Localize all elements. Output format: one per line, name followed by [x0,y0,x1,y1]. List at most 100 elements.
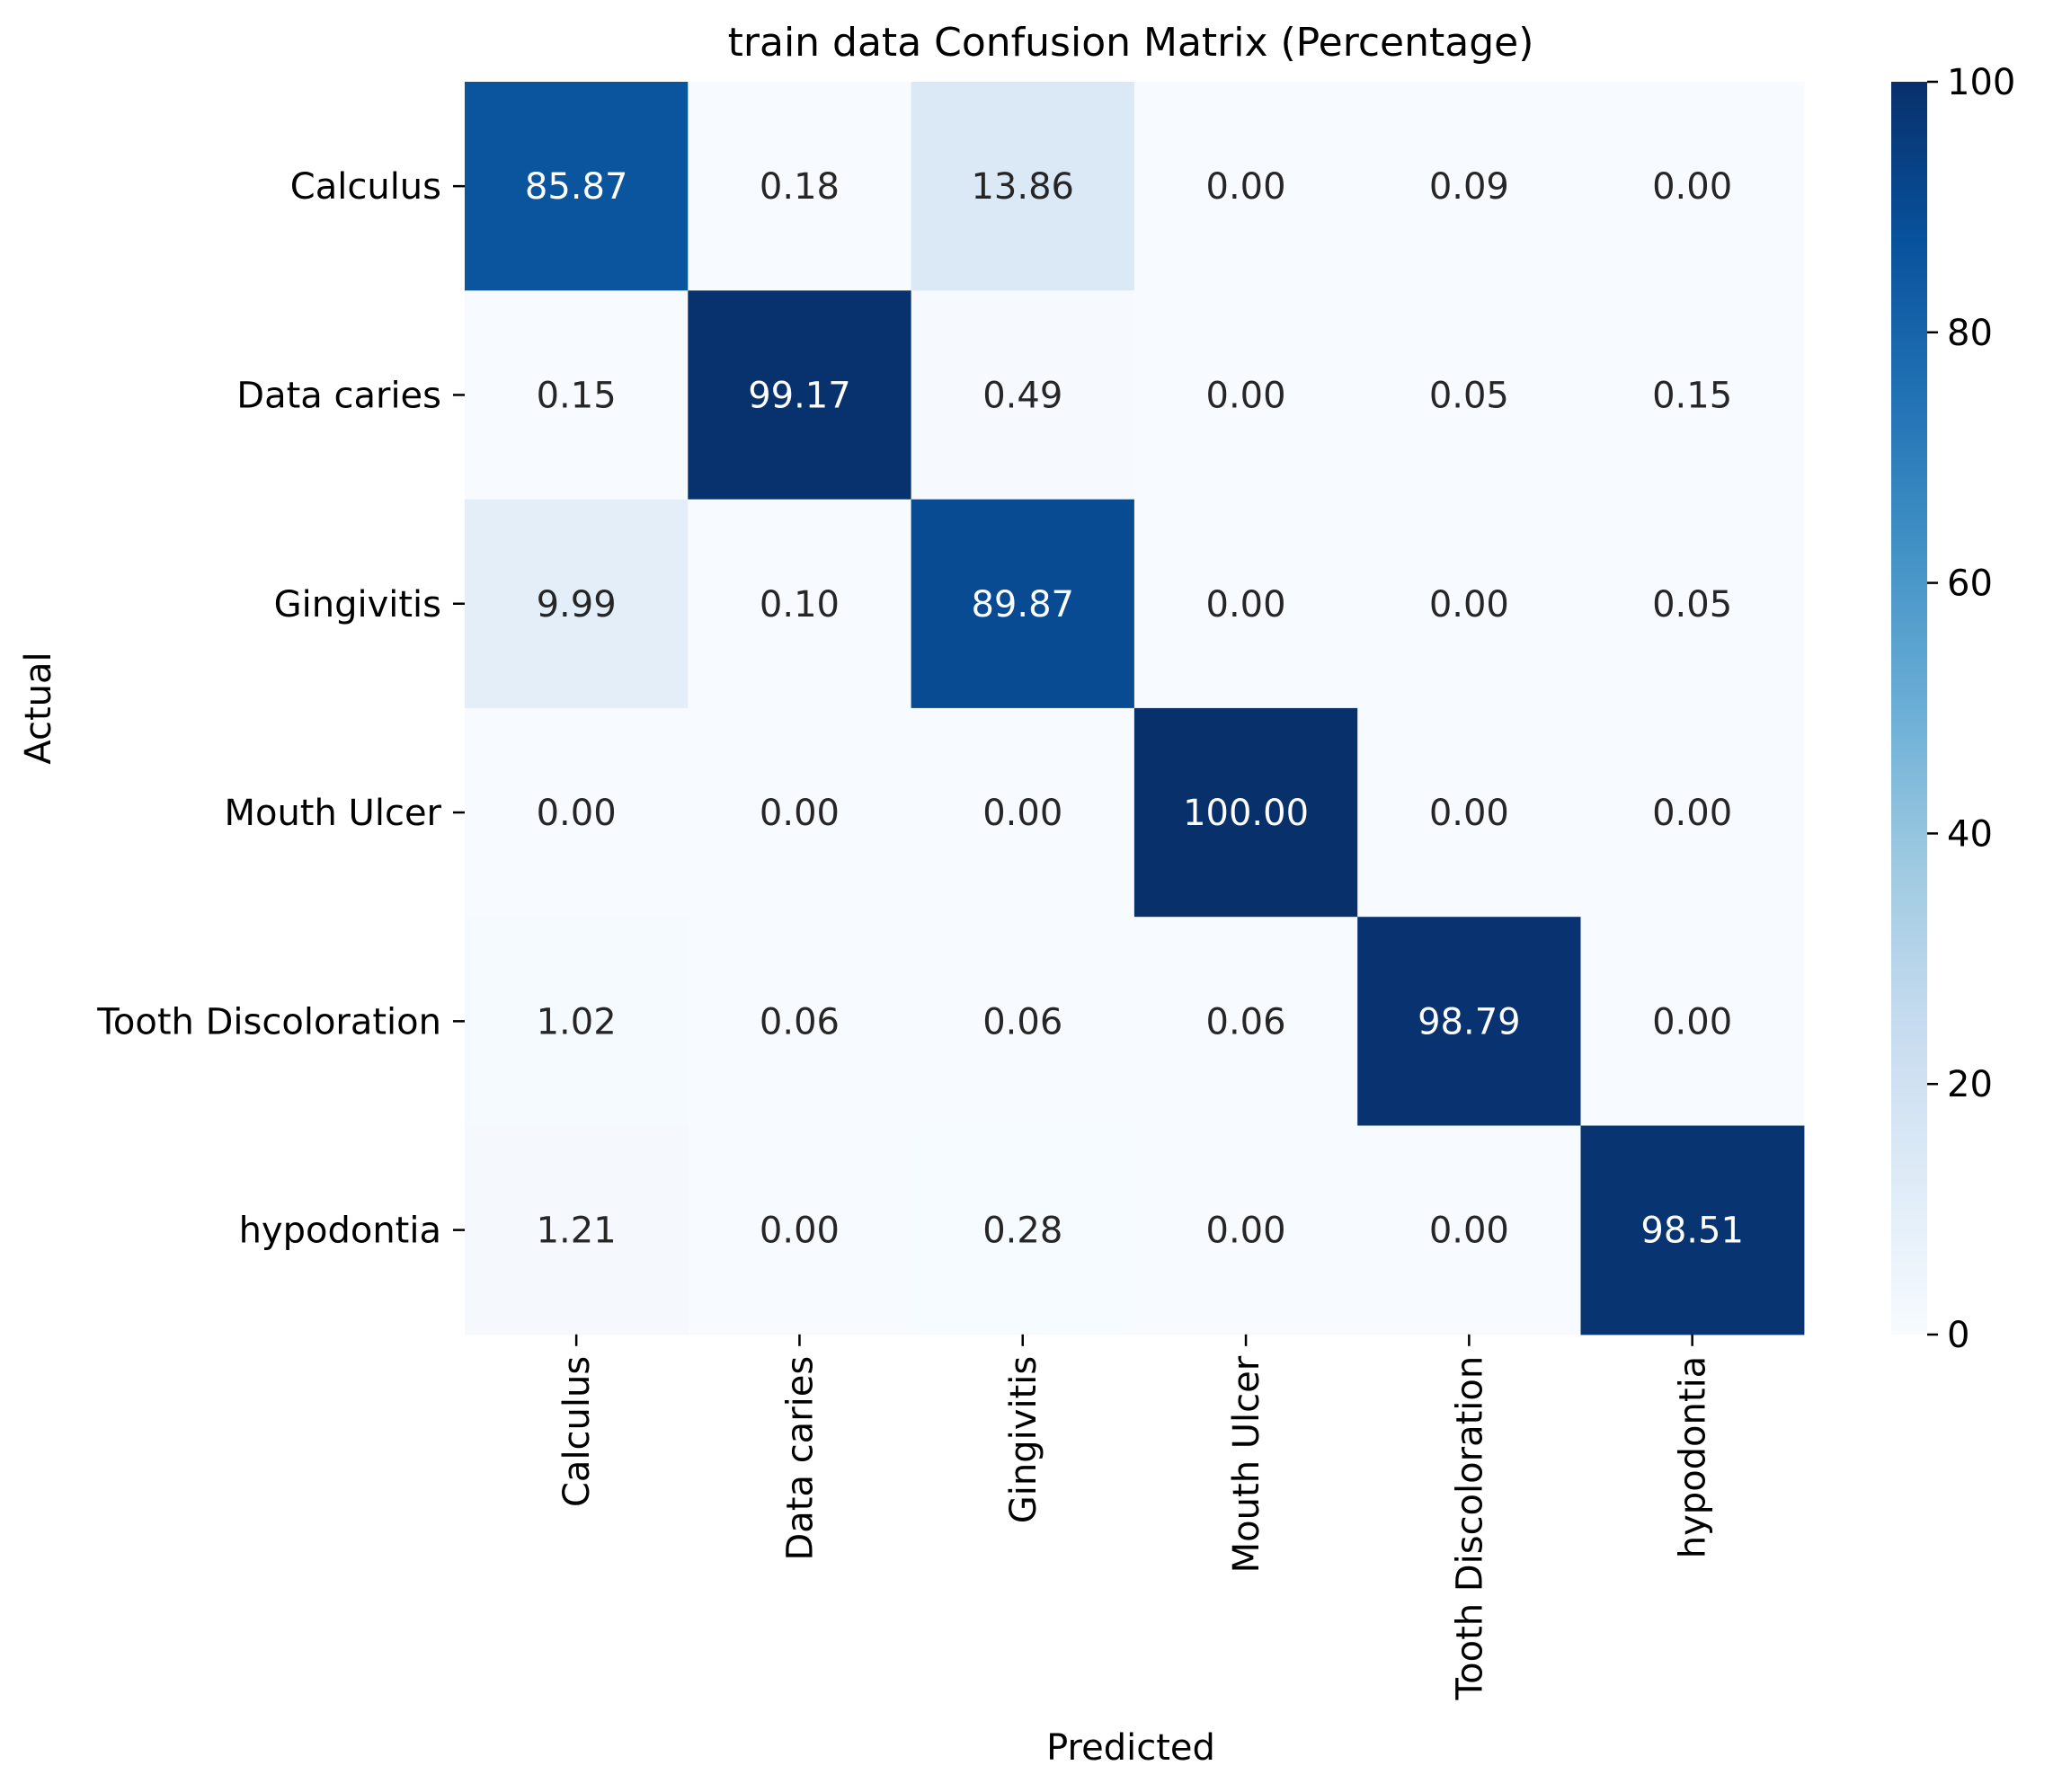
y-tick-label: Calculus [290,166,441,208]
cell-value-label: 0.15 [537,375,617,416]
y-tick-label: Data caries [236,375,441,416]
y-tick-labels: Calculus Data caries Gingivitis Mouth Ulcer… [96,166,465,1252]
cell-value-label: 0.00 [1652,166,1732,208]
cell-value-label: 0.06 [1206,1001,1286,1042]
heatmap-cell [465,1125,689,1335]
cell-value-label: 98.51 [1640,1211,1744,1252]
heatmap-cell [1580,917,1805,1127]
heatmap-cell [1357,1125,1582,1335]
x-tick-label: Data caries [779,1356,821,1561]
heatmap-cell [1580,82,1805,291]
cell-value-label: 0.00 [1206,584,1286,625]
cell-value-label: 98.79 [1418,1001,1521,1042]
cell-value-label: 0.00 [1429,793,1509,834]
heatmap-cell [1580,707,1805,918]
cell-value-label: 89.87 [971,584,1074,625]
heatmap-annotations: 85.87 0.18 13.86 0.00 0.09 0.00 0.15 99.17 0.49 0… [525,166,1744,1252]
heatmap-cell [1357,917,1582,1127]
heatmap-cell [1357,82,1582,291]
heatmap-cell [911,290,1135,501]
heatmap-cell [465,82,689,291]
cell-value-label: 0.00 [760,1211,840,1252]
cell-value-label: 0.05 [1652,584,1732,625]
x-tick-labels: Calculus Data caries Gingivitis Mouth Ulcer… [556,1334,1714,1701]
heatmap-cell [688,82,912,291]
colorbar-tick-label: 0 [1947,1315,1969,1356]
cell-value-label: 0.18 [760,166,840,208]
cell-value-label: 99.17 [748,375,851,416]
cell-value-label: 9.99 [537,584,617,625]
colorbar-tick-label: 100 [1947,62,2015,103]
heatmap-cell [1357,290,1582,501]
heatmap-cell [465,499,689,709]
heatmap-cell [911,917,1135,1127]
cell-value-label: 1.02 [537,1001,617,1042]
heatmap-cell [1580,499,1805,709]
cell-value-label: 0.00 [1652,793,1732,834]
colorbar-ticks: 0 20 40 60 80 100 [1927,62,2015,1356]
cell-value-label: 0.05 [1429,375,1509,416]
cell-value-label: 0.00 [537,793,617,834]
y-tick-label: hypodontia [239,1211,441,1252]
colorbar [1891,82,1927,1335]
cell-value-label: 85.87 [525,166,628,208]
cell-value-label: 0.00 [1429,584,1509,625]
cell-value-label: 1.21 [537,1211,617,1252]
heatmap-cell [1580,290,1805,501]
heatmap-cell [688,499,912,709]
x-tick-label: Mouth Ulcer [1226,1355,1267,1573]
heatmap-cell [1133,707,1358,918]
y-tick-label: Gingivitis [274,584,441,625]
cell-value-label: 0.49 [982,375,1062,416]
cell-value-label: 0.15 [1652,375,1732,416]
cell-value-label: 0.00 [982,793,1062,834]
x-tick-label: Tooth Discoloration [1449,1356,1490,1701]
heatmap-cell [911,1125,1135,1335]
y-axis-label: Actual [18,652,59,764]
cell-value-label: 0.10 [760,584,840,625]
heatmap-cell [465,290,689,501]
heatmap-cell [465,917,689,1127]
cell-value-label: 0.09 [1429,166,1509,208]
heatmap-cell [688,290,912,501]
colorbar-tick-label: 20 [1947,1064,1993,1105]
y-tick-label: Mouth Ulcer [224,793,441,834]
x-axis-label: Predicted [1046,1727,1215,1769]
heatmap-cell [1133,290,1358,501]
y-tick-label: Tooth Discoloration [96,1001,441,1042]
cell-value-label: 0.06 [982,1001,1062,1042]
colorbar-tick-label: 60 [1947,563,1993,605]
heatmap-cell [1133,917,1358,1127]
heatmap-cell [1357,707,1582,918]
cell-value-label: 0.00 [1206,1211,1286,1252]
cell-value-label: 0.00 [760,793,840,834]
heatmap-cell [465,707,689,918]
cell-value-label: 0.00 [1206,375,1286,416]
heatmap-cell [911,707,1135,918]
x-tick-label: Calculus [556,1356,598,1507]
cell-value-label: 0.00 [1429,1211,1509,1252]
heatmap-cell [1357,499,1582,709]
colorbar-tick-label: 40 [1947,813,1993,855]
heatmap-cell [911,82,1135,291]
x-tick-label: Gingivitis [1003,1356,1044,1523]
chart-title: train data Confusion Matrix (Percentage) [728,20,1534,66]
cell-value-label: 0.28 [982,1211,1062,1252]
heatmap-cell [1133,1125,1358,1335]
cell-value-label: 0.00 [1206,166,1286,208]
heatmap-cell [688,1125,912,1335]
heatmap-cell [1580,1125,1805,1335]
colorbar-tick-label: 80 [1947,313,1993,354]
heatmap-cells [465,82,1805,1335]
cell-value-label: 13.86 [971,166,1074,208]
heatmap-cell [688,707,912,918]
x-tick-label: hypodontia [1673,1356,1714,1558]
cell-value-label: 0.00 [1652,1001,1732,1042]
heatmap-cell [688,917,912,1127]
heatmap-cell [911,499,1135,709]
heatmap-cell [1133,499,1358,709]
heatmap-cell [1133,82,1358,291]
cell-value-label: 100.00 [1183,793,1309,834]
cell-value-label: 0.06 [760,1001,840,1042]
